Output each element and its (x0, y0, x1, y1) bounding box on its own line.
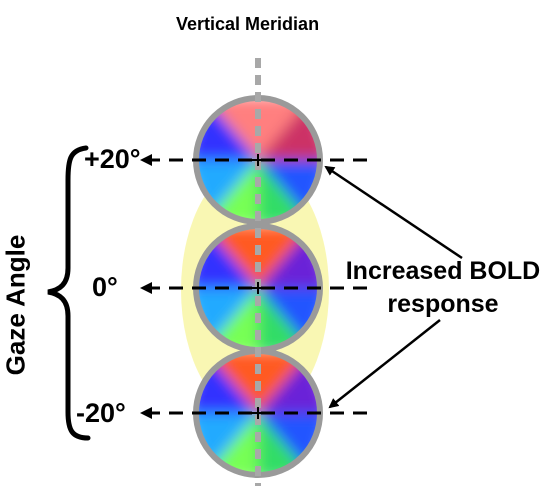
annotation-line-2: response (387, 290, 499, 318)
gaze-angle-label: Gaze Angle (0, 234, 31, 376)
tick-label-0: 0° (92, 272, 118, 302)
tick-label-minus-20: -20° (76, 398, 126, 428)
arrowhead-bottom (140, 407, 152, 419)
vertical-meridian-title: Vertical Meridian (176, 14, 320, 34)
increased-bold-response-label: Increased BOLD response (338, 255, 545, 321)
annotation-line-1: Increased BOLD (345, 257, 541, 285)
annotation-arrow-bottom (328, 319, 441, 409)
fixation-cross-middle (252, 282, 264, 294)
tick-label-plus-20: +20° (84, 144, 141, 174)
arrowhead-middle (140, 282, 152, 294)
fixation-cross-top (252, 154, 264, 166)
fixation-cross-bottom (252, 407, 264, 419)
annotation-arrow-top (324, 165, 463, 260)
gaze-angle-brace (47, 145, 91, 441)
arrowhead-top (140, 154, 152, 166)
